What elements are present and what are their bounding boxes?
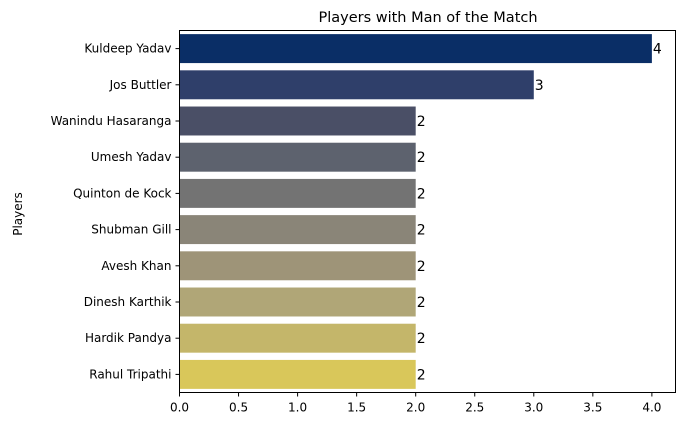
x-tick-label: 1.0 bbox=[288, 401, 307, 415]
bar bbox=[179, 359, 416, 389]
x-tick-label: 4.0 bbox=[642, 401, 661, 415]
data-label: 2 bbox=[417, 223, 426, 239]
x-tick-label: 0.0 bbox=[170, 401, 189, 415]
x-tick-label: 3.0 bbox=[524, 401, 543, 415]
data-label: 2 bbox=[417, 114, 426, 130]
data-label: 4 bbox=[653, 42, 662, 58]
bar bbox=[179, 34, 652, 64]
bar bbox=[179, 106, 416, 136]
y-tick-label: Jos Buttler bbox=[109, 78, 172, 92]
y-tick-label: Dinesh Karthik bbox=[84, 295, 172, 309]
y-axis-label: Players bbox=[11, 192, 25, 236]
x-tick-labels: 0.0 0.5 1.0 1.5 2.0 2.5 3.0 3.5 4.0 bbox=[170, 392, 661, 415]
y-tick-label: Rahul Tripathi bbox=[89, 367, 171, 381]
data-label: 2 bbox=[417, 331, 426, 347]
bars-layer bbox=[179, 34, 652, 389]
data-label: 2 bbox=[417, 150, 426, 166]
y-tick-label: Hardik Pandya bbox=[85, 331, 172, 345]
y-tick-label: Shubman Gill bbox=[91, 223, 171, 237]
bar bbox=[179, 323, 416, 353]
x-tick-label: 0.5 bbox=[229, 401, 248, 415]
x-tick-label: 1.5 bbox=[347, 401, 366, 415]
chart-title: Players with Man of the Match bbox=[318, 10, 537, 26]
plot-frame bbox=[179, 30, 676, 393]
bar bbox=[179, 287, 416, 317]
data-label: 3 bbox=[535, 78, 544, 94]
data-labels-layer: 4 3 2 2 2 2 2 2 2 2 bbox=[417, 42, 662, 384]
data-label: 2 bbox=[417, 367, 426, 383]
x-tick-label: 3.5 bbox=[583, 401, 602, 415]
bar bbox=[179, 142, 416, 172]
x-tick-label: 2.5 bbox=[465, 401, 484, 415]
y-tick-label: Quinton de Kock bbox=[73, 186, 171, 200]
x-tick-label: 2.0 bbox=[406, 401, 425, 415]
bar bbox=[179, 251, 416, 281]
y-tick-labels: Kuldeep Yadav Jos Buttler Wanindu Hasarang… bbox=[51, 42, 180, 381]
y-tick-label: Kuldeep Yadav bbox=[84, 42, 171, 56]
bar bbox=[179, 178, 416, 208]
data-label: 2 bbox=[417, 259, 426, 275]
y-tick-label: Umesh Yadav bbox=[91, 150, 172, 164]
bar bbox=[179, 70, 534, 100]
data-label: 2 bbox=[417, 295, 426, 311]
bar bbox=[179, 215, 416, 245]
data-label: 2 bbox=[417, 186, 426, 202]
y-tick-label: Wanindu Hasaranga bbox=[51, 114, 172, 128]
y-tick-label: Avesh Khan bbox=[101, 259, 171, 273]
